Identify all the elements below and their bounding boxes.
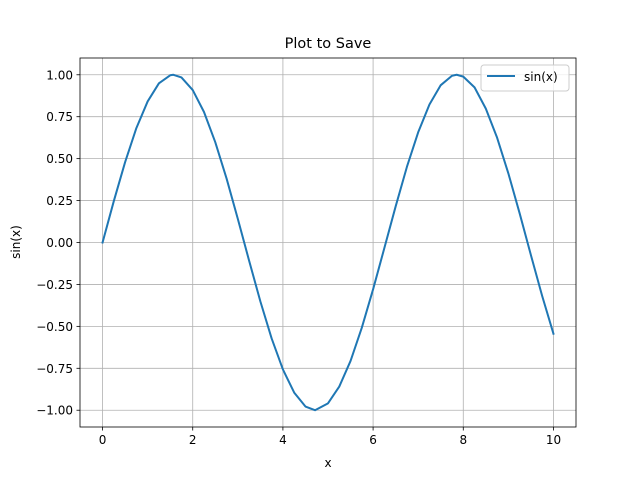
chart-title: Plot to Save [285,36,372,52]
x-tick-label: 8 [459,433,467,447]
series-line-sin [101,73,555,412]
legend: sin(x) [480,64,570,92]
plot-series [101,73,555,412]
x-tick-label: 0 [99,433,107,447]
legend-label: sin(x) [524,70,558,84]
x-tick-label: 2 [189,433,197,447]
x-tick-label: 4 [279,433,287,447]
y-tick-label: 0.75 [46,110,73,124]
y-tick-label: 0.00 [46,236,73,250]
y-tick-label: 0.25 [46,194,73,208]
x-axis: 0 2 4 6 8 10 [99,427,561,447]
y-tick-label: −0.50 [36,320,73,334]
y-tick-label: 0.50 [46,152,73,166]
y-tick-label: −0.25 [36,278,73,292]
x-tick-label: 6 [369,433,377,447]
y-axis-label: sin(x) [9,225,23,259]
y-tick-label: −1.00 [36,404,73,418]
x-tick-label: 10 [546,433,561,447]
y-tick-label: 1.00 [46,68,73,82]
y-tick-label: −0.75 [36,362,73,376]
x-axis-label: x [324,456,331,470]
grid [80,58,576,427]
legend-box [480,64,570,92]
y-axis: −1.00 −0.75 −0.50 −0.25 0.00 0.25 0.50 0.75 1.00 [36,68,80,418]
